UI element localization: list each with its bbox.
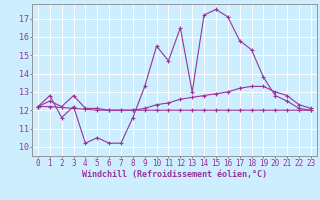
X-axis label: Windchill (Refroidissement éolien,°C): Windchill (Refroidissement éolien,°C): [82, 170, 267, 179]
